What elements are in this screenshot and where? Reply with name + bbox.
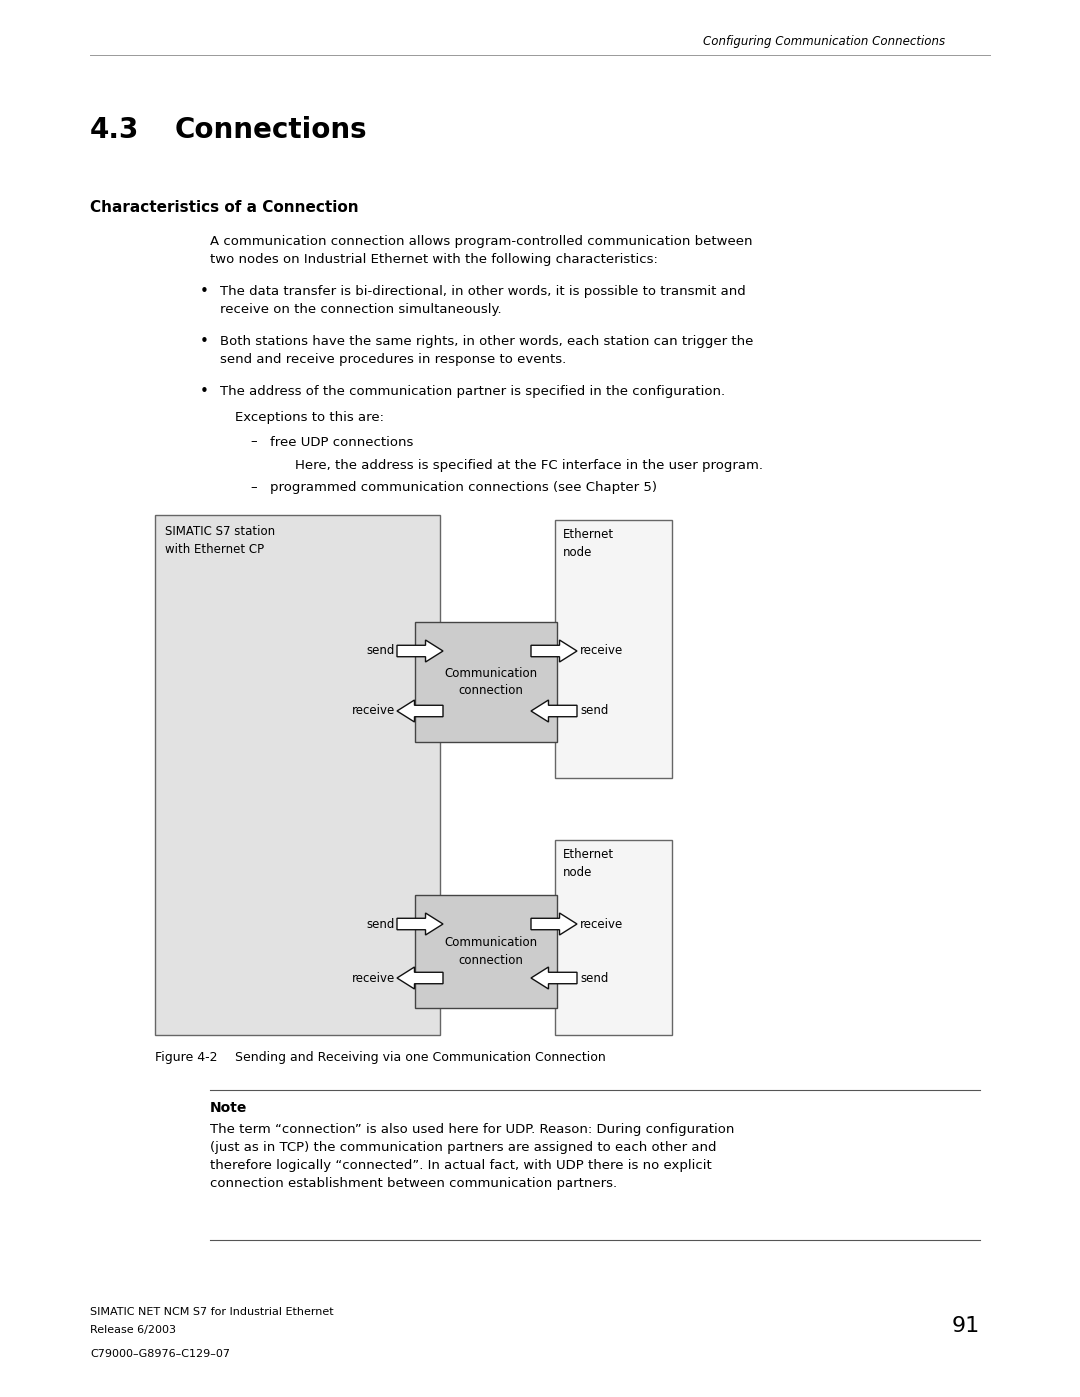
Text: Ethernet
node: Ethernet node — [563, 848, 615, 879]
Text: send: send — [366, 644, 395, 658]
Text: SIMATIC S7 station
with Ethernet CP: SIMATIC S7 station with Ethernet CP — [165, 525, 275, 556]
Text: send: send — [366, 918, 395, 930]
Text: Figure 4-2: Figure 4-2 — [156, 1052, 217, 1065]
Text: send: send — [580, 971, 608, 985]
Text: –: – — [249, 482, 257, 495]
Text: Communication
connection: Communication connection — [445, 666, 538, 697]
Text: SIMATIC NET NCM S7 for Industrial Ethernet: SIMATIC NET NCM S7 for Industrial Ethern… — [90, 1308, 334, 1317]
Polygon shape — [397, 967, 443, 989]
Text: send and receive procedures in response to events.: send and receive procedures in response … — [220, 353, 566, 366]
Text: •: • — [200, 285, 208, 299]
Text: A communication connection allows program-controlled communication between: A communication connection allows progra… — [210, 236, 753, 249]
Polygon shape — [531, 700, 577, 722]
Text: Characteristics of a Connection: Characteristics of a Connection — [90, 201, 359, 215]
Text: therefore logically “connected”. In actual fact, with UDP there is no explicit: therefore logically “connected”. In actu… — [210, 1160, 712, 1172]
Text: Both stations have the same rights, in other words, each station can trigger the: Both stations have the same rights, in o… — [220, 335, 754, 348]
Bar — [156, 515, 440, 1035]
Polygon shape — [531, 640, 577, 662]
Text: Release 6/2003: Release 6/2003 — [90, 1324, 176, 1336]
Text: receive: receive — [352, 971, 395, 985]
Text: C79000–G8976–C129–07: C79000–G8976–C129–07 — [90, 1350, 230, 1359]
Polygon shape — [531, 914, 577, 935]
Text: 91: 91 — [951, 1316, 980, 1336]
Text: two nodes on Industrial Ethernet with the following characteristics:: two nodes on Industrial Ethernet with th… — [210, 253, 658, 267]
Polygon shape — [397, 914, 443, 935]
Text: Connections: Connections — [175, 116, 367, 144]
Text: The term “connection” is also used here for UDP. Reason: During configuration: The term “connection” is also used here … — [210, 1123, 734, 1137]
Text: free UDP connections: free UDP connections — [270, 436, 414, 448]
Text: Here, the address is specified at the FC interface in the user program.: Here, the address is specified at the FC… — [295, 458, 762, 472]
Text: Note: Note — [210, 1101, 247, 1115]
Text: Ethernet
node: Ethernet node — [563, 528, 615, 559]
Text: •: • — [200, 334, 208, 349]
Bar — [555, 840, 672, 1035]
Text: –: – — [249, 436, 257, 448]
Polygon shape — [397, 640, 443, 662]
Text: receive: receive — [352, 704, 395, 718]
Text: programmed communication connections (see Chapter 5): programmed communication connections (se… — [270, 482, 657, 495]
Text: Exceptions to this are:: Exceptions to this are: — [235, 412, 384, 425]
Text: The address of the communication partner is specified in the configuration.: The address of the communication partner… — [220, 386, 725, 398]
Text: receive: receive — [580, 918, 623, 930]
Text: send: send — [580, 704, 608, 718]
Text: 4.3: 4.3 — [90, 116, 139, 144]
Bar — [555, 520, 672, 778]
Polygon shape — [397, 700, 443, 722]
Text: The data transfer is bi-directional, in other words, it is possible to transmit : The data transfer is bi-directional, in … — [220, 285, 746, 299]
Polygon shape — [531, 967, 577, 989]
Bar — [415, 622, 557, 742]
Text: Sending and Receiving via one Communication Connection: Sending and Receiving via one Communicat… — [235, 1052, 606, 1065]
Text: connection establishment between communication partners.: connection establishment between communi… — [210, 1178, 617, 1190]
Text: receive on the connection simultaneously.: receive on the connection simultaneously… — [220, 303, 501, 317]
Text: Configuring Communication Connections: Configuring Communication Connections — [703, 35, 945, 49]
Text: •: • — [200, 384, 208, 400]
Text: receive: receive — [580, 644, 623, 658]
Bar — [415, 895, 557, 1009]
Text: (just as in TCP) the communication partners are assigned to each other and: (just as in TCP) the communication partn… — [210, 1141, 716, 1154]
Text: Communication
connection: Communication connection — [445, 936, 538, 967]
